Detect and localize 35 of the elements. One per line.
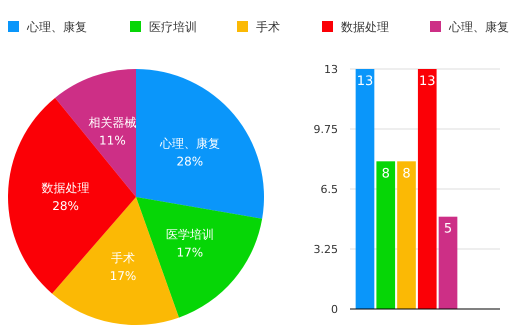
slice-label: 医学培训 bbox=[166, 227, 214, 242]
y-tick-label: 9.75 bbox=[314, 123, 338, 136]
data-label: 28% bbox=[176, 154, 204, 169]
legend-label: 手术 bbox=[256, 20, 280, 34]
y-tick-label: 6.5 bbox=[320, 183, 338, 196]
legend-label: 心理、康复 bbox=[26, 20, 87, 34]
pie-slice bbox=[136, 69, 264, 219]
slice-label: 手术 bbox=[110, 251, 135, 266]
pie-slice bbox=[55, 69, 136, 197]
y-tick-label: 13 bbox=[324, 63, 338, 76]
bar bbox=[397, 161, 416, 309]
data-label: 28% bbox=[52, 198, 79, 213]
bar bbox=[438, 216, 458, 309]
y-tick-label: 3.25 bbox=[314, 243, 338, 256]
bar bbox=[418, 69, 437, 309]
slice-label: 数据处理 bbox=[42, 180, 90, 195]
data-label: 13 bbox=[418, 74, 436, 89]
pie-slice bbox=[136, 197, 262, 318]
pie-slice bbox=[52, 197, 179, 325]
slice-label: 相关器械 bbox=[88, 116, 136, 130]
legend-label: 心理、康复 bbox=[448, 20, 509, 34]
data-label: 8 bbox=[382, 166, 390, 182]
legend-label: 数据处理 bbox=[341, 20, 389, 34]
slice-label: 心理、康复 bbox=[158, 136, 220, 151]
bar bbox=[376, 161, 396, 309]
bar bbox=[356, 69, 374, 309]
pie-slice bbox=[8, 98, 136, 294]
data-label: 13 bbox=[356, 74, 374, 89]
data-label: 17% bbox=[110, 269, 136, 284]
data-label: 11% bbox=[99, 134, 126, 148]
data-label: 17% bbox=[176, 245, 204, 260]
y-tick-label: 0 bbox=[331, 303, 338, 316]
data-label: 8 bbox=[402, 166, 411, 182]
data-label: 5 bbox=[444, 222, 452, 237]
legend-label: 医疗培训 bbox=[149, 20, 197, 34]
